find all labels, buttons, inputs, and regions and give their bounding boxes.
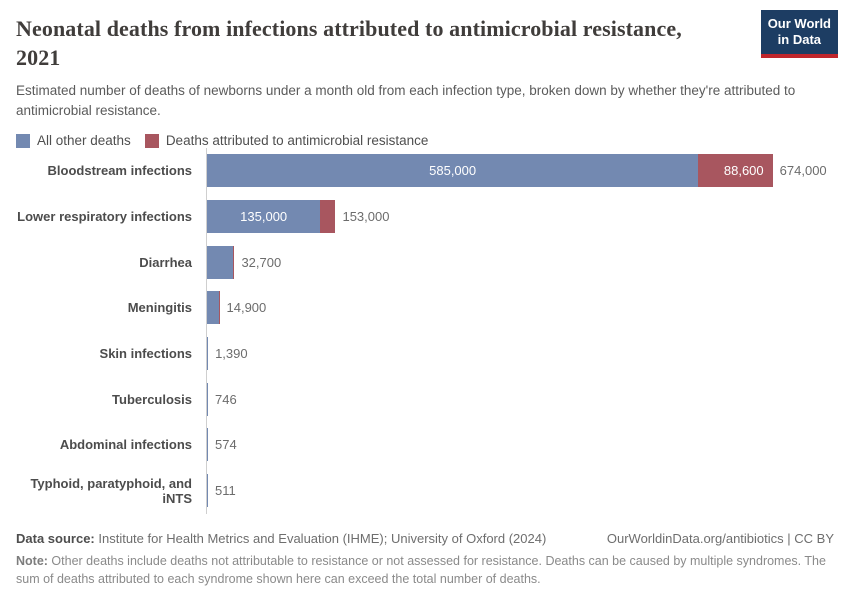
bar-segment-amr[interactable] <box>320 200 336 234</box>
y-axis-line <box>206 148 207 514</box>
bar-track: 746 <box>207 382 850 416</box>
category-label: Abdominal infections <box>59 437 192 453</box>
chart-row: Tuberculosis 746 <box>0 376 850 422</box>
chart-rows: Bloodstream infections 585,000 88,600 674,0… <box>0 148 850 514</box>
bar-segment-all-other[interactable] <box>207 200 321 234</box>
legend-swatch-blue-icon <box>16 133 30 148</box>
bar-segment-all-other[interactable] <box>207 245 233 279</box>
chart-row: Abdominal infections 574 <box>0 422 850 468</box>
bar-chart: Bloodstream infections 585,000 88,600 674,0… <box>0 148 850 514</box>
chart-footer: Data source: Institute for Health Metric… <box>16 531 834 588</box>
bar-segment-all-other[interactable] <box>207 382 208 416</box>
bar-track: 135,000 153,000 <box>207 200 850 234</box>
chart-row: Meningitis 14,900 <box>0 285 850 331</box>
owid-logo-line2: in Data <box>777 32 822 48</box>
bar-track: 14,900 <box>207 291 850 325</box>
bar-segment-all-other[interactable] <box>207 337 209 371</box>
category-label: Skin infections <box>99 346 192 362</box>
bar-segment-amr[interactable] <box>698 154 773 188</box>
bar-total-label: 746 <box>215 391 237 407</box>
bar-value-all-other: 585,000 <box>429 163 477 179</box>
chart-note: Note: Other deaths include deaths not at… <box>16 552 834 588</box>
category-label: Diarrhea <box>139 254 192 270</box>
bar-track: 1,390 <box>207 337 850 371</box>
bar-track: 585,000 88,600 674,000 <box>207 154 850 188</box>
data-source-text: Data source: Institute for Health Metric… <box>16 531 546 546</box>
legend-label: All other deaths <box>37 133 131 149</box>
legend-swatch-red-icon <box>144 133 159 148</box>
chart-row: Bloodstream infections 585,000 88,600 674,0… <box>0 148 850 194</box>
bar-track: 511 <box>207 474 850 508</box>
note-text: Other deaths include deaths not attribut… <box>16 554 826 587</box>
bar-total-label: 153,000 <box>342 209 390 225</box>
owid-logo-line1: Our World <box>767 16 831 31</box>
bar-total-label: 14,900 <box>226 300 267 316</box>
chart-row: Diarrhea 32,700 <box>0 239 850 285</box>
bar-segment-amr[interactable] <box>218 291 220 325</box>
chart-legend: All other deaths Deaths attributed to an… <box>16 133 850 148</box>
bar-segment-all-other[interactable] <box>207 154 699 188</box>
legend-item-all-other-deaths[interactable]: All other deaths <box>16 133 131 148</box>
data-source-label: Data source: <box>16 531 95 546</box>
bar-segment-all-other[interactable] <box>207 291 219 325</box>
page-title-line2: 2021 <box>16 45 61 71</box>
bar-value-amr: 88,600 <box>723 163 764 179</box>
bar-segment-all-other[interactable] <box>207 428 208 462</box>
bar-total-label: 32,700 <box>241 254 282 270</box>
chart-row: Lower respiratory infections 135,000 153,0… <box>0 194 850 240</box>
page-title-line1: Neonatal deaths from infections attribut… <box>16 16 682 41</box>
category-label: Lower respiratory infections <box>17 209 192 225</box>
category-label: Tuberculosis <box>112 391 192 407</box>
legend-item-amr-deaths[interactable]: Deaths attributed to antimicrobial resis… <box>144 133 429 149</box>
bar-track: 32,700 <box>207 245 850 279</box>
bar-segment-amr[interactable] <box>232 245 235 279</box>
bar-total-label: 574 <box>215 437 237 453</box>
legend-label: Deaths attributed to antimicrobial resis… <box>165 133 429 149</box>
owid-attribution-link[interactable]: OurWorldinData.org/antibiotics | CC BY <box>606 531 834 546</box>
category-label: Typhoid, paratyphoid, and iNTS <box>30 475 192 506</box>
category-label: Bloodstream infections <box>47 163 192 179</box>
source-row: Data source: Institute for Health Metric… <box>16 531 834 546</box>
chart-header: Neonatal deaths from infections attribut… <box>0 0 850 120</box>
page-title: Neonatal deaths from infections attribut… <box>16 14 766 72</box>
category-label: Meningitis <box>127 300 192 316</box>
chart-row: Typhoid, paratyphoid, and iNTS 511 <box>0 468 850 514</box>
owid-logo[interactable]: Our World in Data <box>760 10 838 58</box>
bar-segment-all-other[interactable] <box>207 474 208 508</box>
bar-total-label: 674,000 <box>779 163 827 179</box>
bar-track: 574 <box>207 428 850 462</box>
bar-total-label: 1,390 <box>215 346 248 362</box>
bar-value-all-other: 135,000 <box>240 209 288 225</box>
data-source-value: Institute for Health Metrics and Evaluat… <box>94 531 547 546</box>
chart-row: Skin infections 1,390 <box>0 331 850 377</box>
chart-subtitle: Estimated number of deaths of newborns u… <box>16 83 796 118</box>
bar-total-label: 511 <box>215 483 236 499</box>
note-label: Note: <box>16 554 48 568</box>
